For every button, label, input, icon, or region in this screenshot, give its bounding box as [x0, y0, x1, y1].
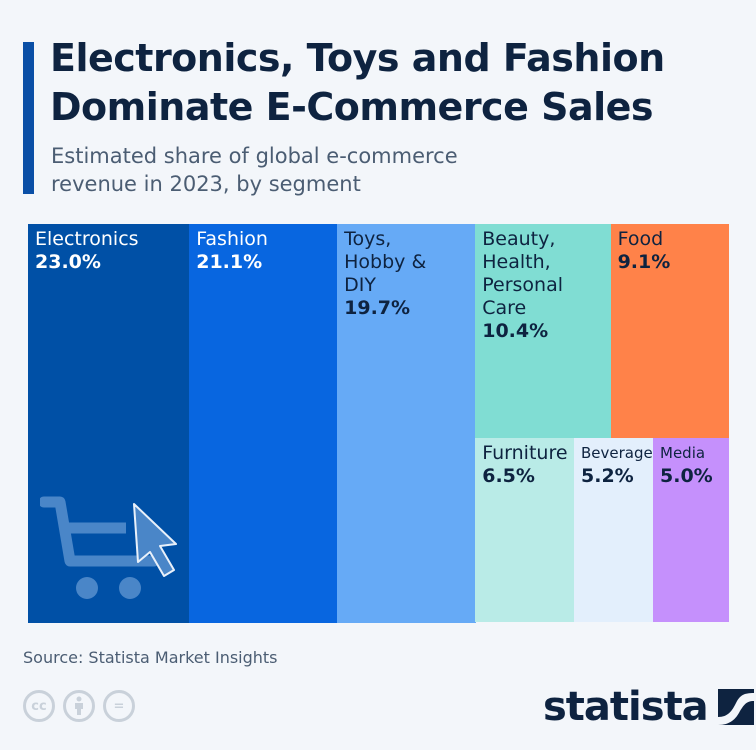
cell-value: 5.0% [660, 465, 713, 488]
treemap-cell-electronics: Electronics 23.0% [28, 224, 190, 623]
treemap: Electronics 23.0% Fashion 21.1% Toys, Hobby … [28, 224, 730, 623]
cell-value: 21.1% [196, 251, 263, 273]
shopping-cart-cursor-icon [40, 496, 177, 599]
source-note: Source: Statista Market Insights [23, 648, 278, 667]
chart-title: Electronics, Toys and Fashion Dominate E… [50, 36, 665, 129]
cell-value: 10.4% [482, 320, 549, 342]
cell-value: 6.5% [482, 465, 535, 488]
statista-wordmark: statista [543, 684, 709, 730]
chart-subtitle: Estimated share of global e-commerce rev… [51, 144, 458, 196]
cell-label: Food [617, 228, 664, 250]
cell-value: 23.0% [35, 251, 101, 273]
cell-value: 9.1% [617, 251, 671, 273]
treemap-cell-food: Food 9.1% [610, 224, 730, 439]
statista-logo-icon [717, 689, 754, 725]
cell-label: Beauty, Health, Personal Care [482, 228, 564, 319]
treemap-cell-beauty-health-personal-care: Beauty, Health, Personal Care 10.4% [475, 224, 612, 439]
attribution-icon[interactable] [63, 690, 95, 722]
treemap-cell-toys-hobby-diy: Toys, Hobby & DIY 19.7% [337, 224, 476, 623]
treemap-cell-media: Media 5.0% [653, 438, 730, 623]
license-icons: cc = [23, 690, 135, 722]
title-accent-bar [23, 42, 34, 194]
statista-logo[interactable]: statista [543, 684, 754, 730]
cell-label: Fashion [196, 228, 268, 250]
cell-value: 5.2% [581, 465, 634, 488]
cell-label: Furniture [482, 442, 568, 465]
cell-value: 19.7% [344, 297, 411, 319]
cell-label: Electronics [35, 228, 139, 250]
cell-label: Beverages [581, 444, 654, 463]
creative-commons-icon[interactable]: cc [23, 690, 55, 722]
cell-label: Media [660, 444, 706, 463]
no-derivatives-icon[interactable]: = [103, 690, 135, 722]
treemap-cell-beverages: Beverages 5.2% [574, 438, 654, 623]
treemap-cell-furniture: Furniture 6.5% [475, 438, 575, 623]
cell-label: Toys, Hobby & DIY [344, 228, 427, 296]
treemap-cell-fashion: Fashion 21.1% [189, 224, 338, 623]
